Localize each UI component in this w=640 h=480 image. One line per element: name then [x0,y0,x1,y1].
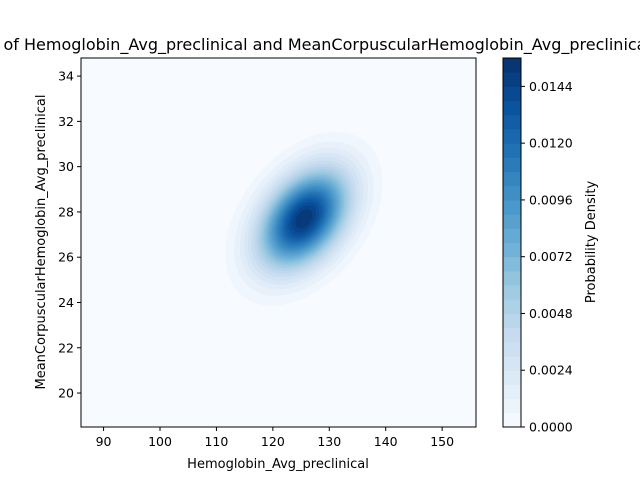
colorbar-band [503,143,521,158]
colorbar-band [503,270,521,286]
colorbar-band [503,327,521,343]
colorbar-band [503,199,521,215]
colorbar-band [503,128,521,144]
colorbar-tick-label: 0.0024 [529,363,573,378]
colorbar-band [503,256,521,272]
y-tick-label: 26 [58,250,74,265]
colorbar-tick-label: 0.0096 [529,192,573,207]
y-tick-label: 24 [58,295,74,310]
colorbar-label: Probability Density [584,181,599,304]
colorbar-band [503,228,521,243]
colorbar-band [503,341,521,357]
plot-frame [80,57,477,428]
y-tick-label: 32 [58,114,74,129]
y-tick-label: 22 [58,340,74,355]
colorbar-tick-label: 0.0144 [529,79,573,94]
chart-title: Distribution of Hemoglobin_Avg_preclinic… [0,35,640,55]
colorbar-band [503,58,521,73]
x-tick-label: 130 [317,434,341,449]
density-level-25 [295,209,313,229]
x-tick-label: 90 [96,434,112,449]
colorbar [503,58,521,428]
colorbar-band [503,299,521,314]
colorbar-band [503,100,521,116]
colorbar-band [503,72,521,87]
colorbar-band [503,86,521,102]
colorbar-band [503,157,521,173]
x-tick-label: 110 [204,434,228,449]
colorbar-band [503,398,521,414]
y-tick-label: 28 [58,204,74,219]
colorbar-tick-label: 0.0120 [529,136,573,151]
colorbar-band [503,313,521,329]
colorbar-ticks: 0.0000 0.0024 0.0048 0.0072 0.0096 0.0120 0.01… [521,79,573,435]
colorbar-frame [502,57,522,428]
y-tick-label: 34 [58,69,74,84]
x-axis-ticks: 90 100 110 120 130 140 150 [96,427,454,449]
colorbar-band [503,242,521,258]
colorbar-band [503,285,521,300]
x-tick-label: 140 [374,434,398,449]
x-tick-label: 150 [430,434,454,449]
x-tick-label: 100 [148,434,172,449]
x-axis-label: Hemoglobin_Avg_preclinical [187,457,369,472]
colorbar-tick-label: 0.0000 [529,420,573,435]
colorbar-band [503,114,521,130]
colorbar-band [503,356,521,371]
y-axis-ticks: 20 22 24 26 28 30 32 34 [58,69,81,401]
colorbar-band [503,412,521,428]
density-contours [225,131,383,306]
colorbar-tick-label: 0.0048 [529,306,573,321]
colorbar-band [503,370,521,385]
colorbar-band [503,214,521,229]
colorbar-band [503,384,521,400]
colorbar-band [503,185,521,201]
colorbar-band [503,171,521,187]
y-tick-label: 20 [58,386,74,401]
x-tick-label: 120 [261,434,285,449]
y-tick-label: 30 [58,159,74,174]
y-axis-label: MeanCorpuscularHemoglobin_Avg_preclinica… [34,94,49,389]
colorbar-tick-label: 0.0072 [529,249,573,264]
